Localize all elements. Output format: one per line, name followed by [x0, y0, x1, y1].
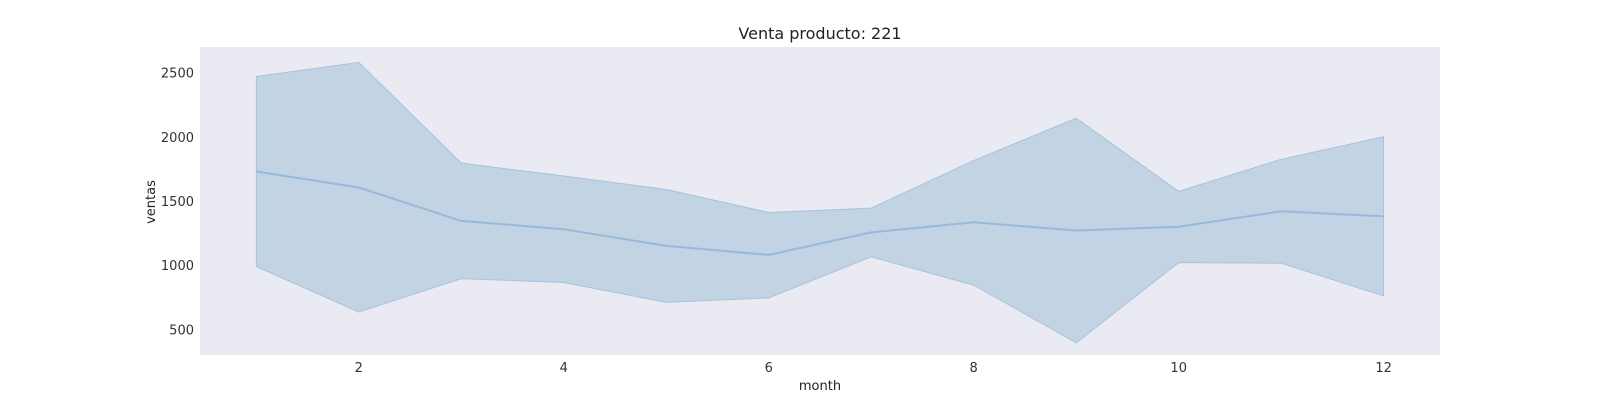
x-tick-label: 4 [560, 361, 568, 376]
chart-title: Venta producto: 221 [738, 24, 901, 43]
x-tick-label: 12 [1375, 361, 1392, 376]
x-tick-label: 2 [355, 361, 363, 376]
y-axis-label: ventas [144, 180, 159, 224]
x-tick-label: 10 [1170, 361, 1187, 376]
series-line [256, 170, 1384, 256]
y-tick-label: 1000 [161, 259, 194, 274]
confidence-band [255, 61, 1385, 344]
y-tick-label: 500 [169, 323, 194, 338]
y-tick-label: 2000 [161, 131, 194, 146]
x-tick-label: 8 [970, 361, 978, 376]
y-tick-label: 2500 [161, 67, 194, 82]
x-axis-label: month [799, 379, 841, 394]
y-tick-label: 1500 [161, 195, 194, 210]
x-tick-label: 6 [765, 361, 773, 376]
